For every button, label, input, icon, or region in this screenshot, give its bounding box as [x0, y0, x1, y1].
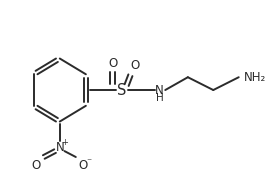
Text: O: O — [108, 57, 117, 70]
Text: N: N — [55, 141, 64, 154]
Text: O: O — [32, 159, 41, 172]
Text: +: + — [61, 138, 68, 147]
Text: H: H — [156, 93, 163, 103]
Text: N: N — [155, 84, 164, 97]
Text: O: O — [130, 59, 140, 72]
Text: O: O — [79, 159, 88, 172]
Text: S: S — [117, 83, 127, 98]
Text: NH₂: NH₂ — [244, 71, 266, 84]
Text: ⁻: ⁻ — [86, 157, 92, 167]
